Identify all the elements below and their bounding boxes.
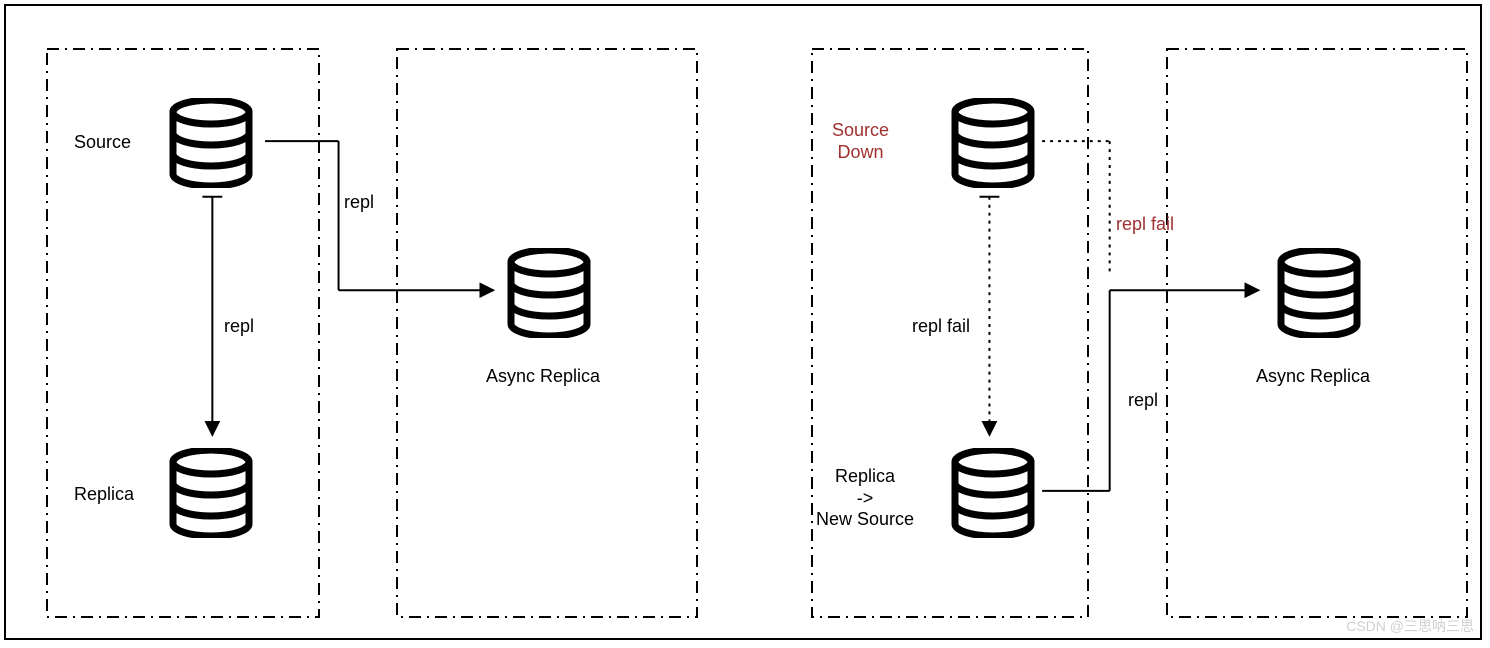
label-replica-new: Replica -> New Source <box>816 466 914 531</box>
label-repl-new-right: repl <box>1128 390 1158 412</box>
label-replfail-down: repl fail <box>912 316 970 338</box>
label-source: Source <box>74 132 131 154</box>
label-async-replica-left: Async Replica <box>486 366 600 388</box>
db-right-source <box>948 98 1038 193</box>
db-right-async <box>1274 248 1364 343</box>
label-source-down: Source Down <box>832 120 889 163</box>
db-left-source <box>166 98 256 193</box>
label-repl-left-down: repl <box>224 316 254 338</box>
label-replica: Replica <box>74 484 134 506</box>
watermark: CSDN @三思呐三思 <box>1346 616 1474 636</box>
db-left-async <box>504 248 594 343</box>
label-replfail-right: repl fail <box>1116 214 1174 236</box>
db-left-replica <box>166 448 256 543</box>
diagram-frame: Source Replica Async Replica Source Down… <box>4 4 1482 640</box>
label-async-replica-right: Async Replica <box>1256 366 1370 388</box>
label-repl-left-right: repl <box>344 192 374 214</box>
db-right-replica <box>948 448 1038 543</box>
